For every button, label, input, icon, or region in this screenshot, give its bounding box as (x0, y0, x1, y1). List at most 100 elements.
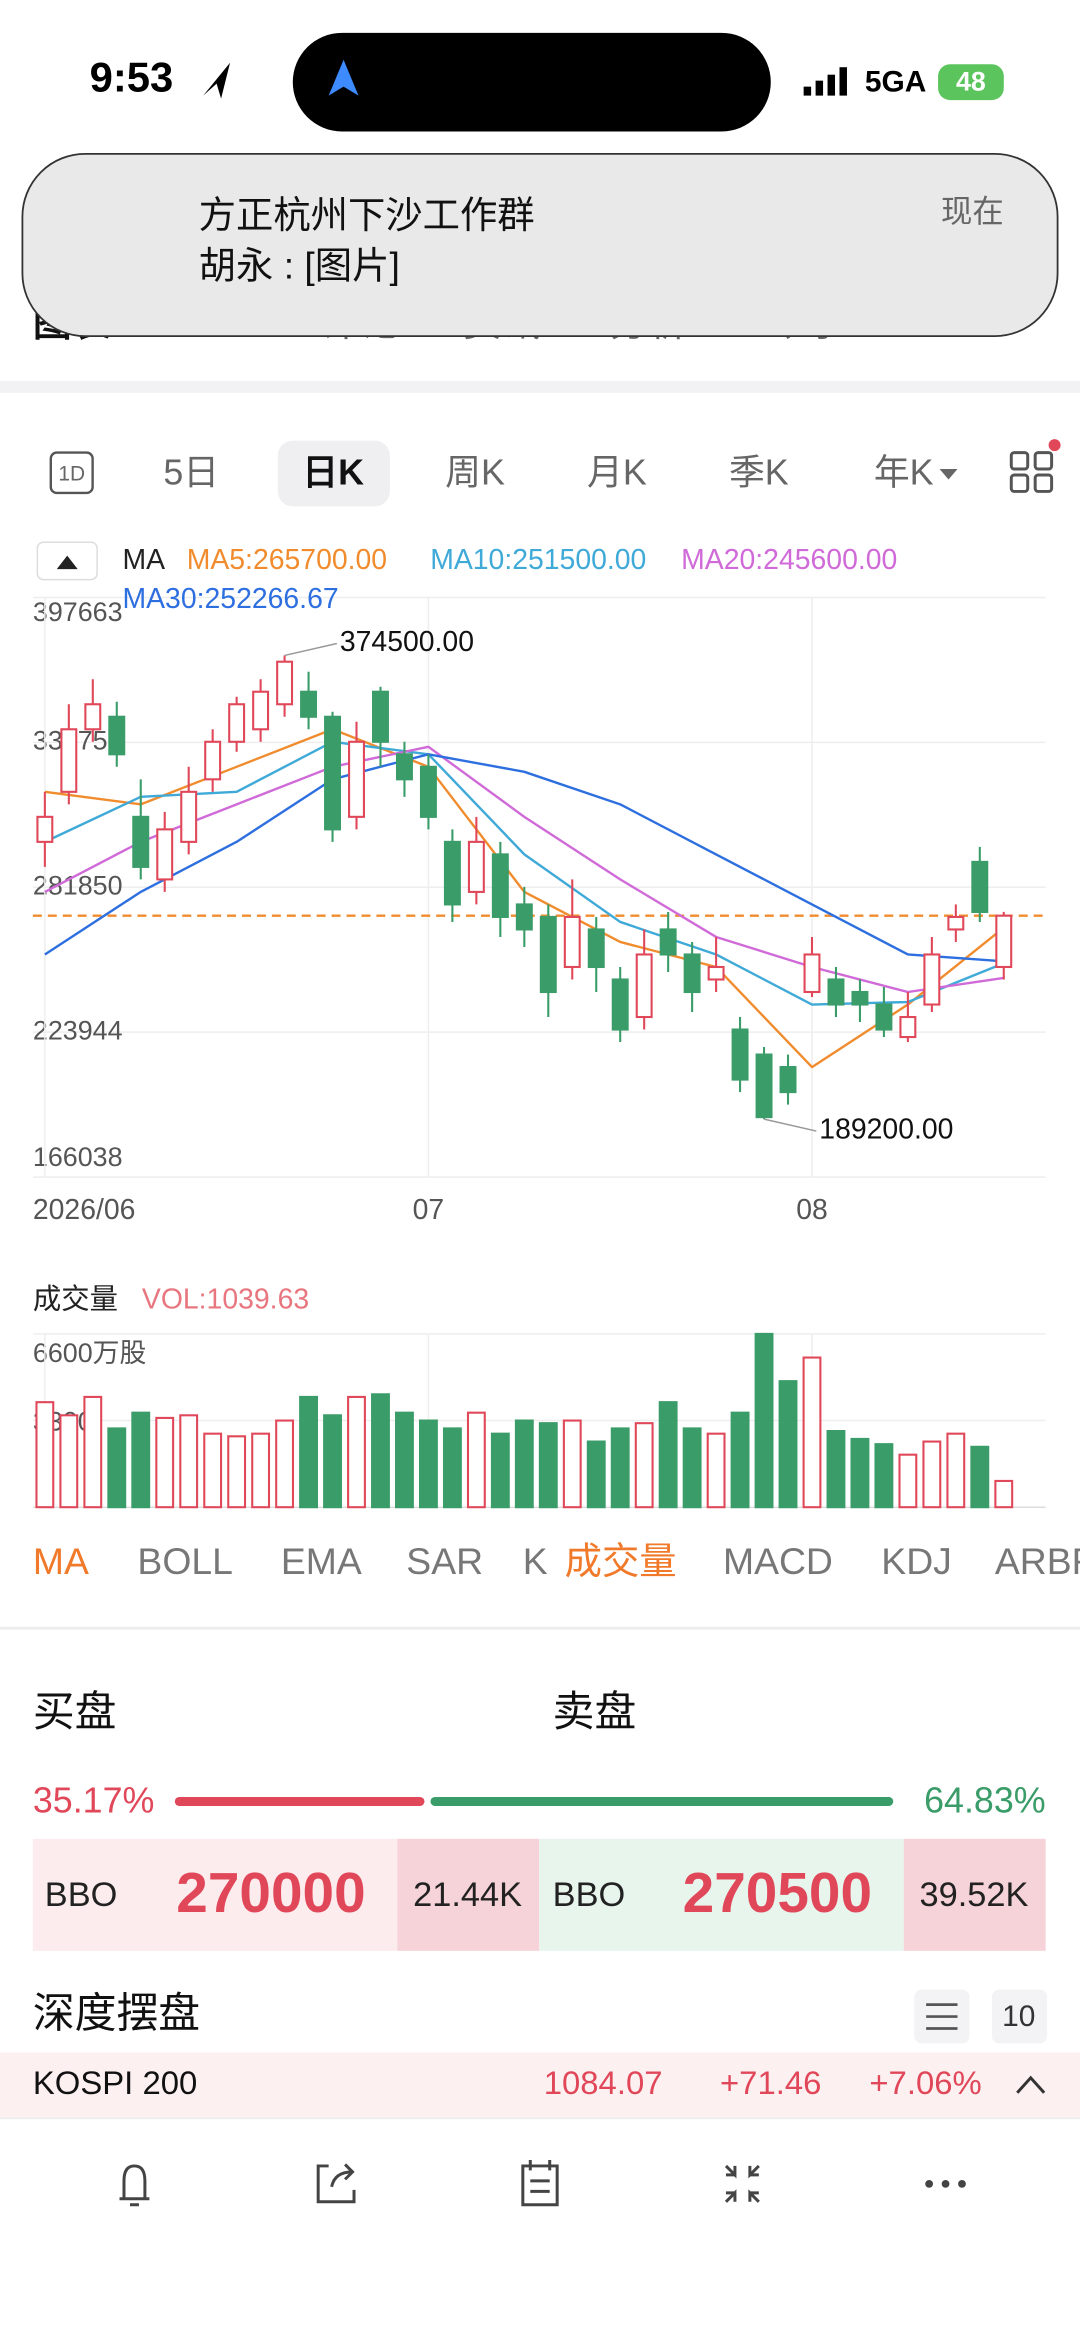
battery-level: 48 (956, 67, 986, 97)
signal-icon (803, 67, 847, 96)
volume-bar (538, 1422, 558, 1509)
candle-body (827, 978, 845, 1006)
notification-time: 现在 (941, 194, 1004, 229)
candle-body (467, 840, 485, 893)
collapse-icon[interactable] (724, 2164, 760, 2203)
indicator-tab[interactable]: BOLL (137, 1540, 232, 1582)
volume-bar (658, 1401, 678, 1509)
indicator-tab[interactable]: KDJ (881, 1540, 952, 1582)
notification[interactable] (21, 152, 1059, 337)
bbo-sell-bg (539, 1838, 904, 1951)
status-time: 9:53 (90, 54, 174, 101)
volume-bar (227, 1435, 247, 1509)
volume-bar (442, 1427, 462, 1509)
volume-value: VOL:1039.63 (142, 1284, 309, 1316)
ticker-bg[interactable] (0, 2052, 1080, 2117)
period-tab[interactable]: 年K (874, 452, 934, 492)
period-tab[interactable]: 周K (445, 452, 505, 492)
candle-body (419, 765, 437, 818)
volume-bar (778, 1380, 798, 1509)
period-tab[interactable]: 月K (587, 452, 647, 492)
expand-icon[interactable] (1016, 2075, 1046, 2094)
period-tab[interactable]: 日K (302, 452, 364, 492)
volume-bar (155, 1416, 175, 1509)
x-tick-label: 08 (796, 1194, 828, 1226)
bbo-buy-size: 21.44K (413, 1876, 522, 1914)
indicator-tab[interactable]: MA (33, 1540, 89, 1582)
badge (1048, 439, 1061, 452)
bbo-label: BBO (45, 1876, 118, 1914)
volume-bar (802, 1356, 822, 1509)
volume-bar (35, 1401, 55, 1509)
candle-body (180, 790, 198, 843)
bbo-label: BBO (553, 1876, 626, 1914)
volume-bar (323, 1414, 342, 1509)
notification-message: 胡永 : [图片] (199, 245, 400, 287)
grid-icon[interactable] (1009, 451, 1054, 493)
buy-ratio-bar (174, 1796, 425, 1806)
volume-bar (59, 1414, 79, 1509)
indicator-tab[interactable]: 成交量 (565, 1540, 677, 1582)
volume-bar (826, 1430, 846, 1509)
alert-icon[interactable] (119, 2164, 150, 2207)
settings-icon (926, 2003, 958, 2030)
ratio-bar (174, 1796, 894, 1806)
buy-ratio: 35.17% (33, 1780, 155, 1820)
indicator-tab[interactable]: SAR (406, 1540, 483, 1582)
period-tab[interactable]: 1D (58, 463, 85, 486)
candle-body (515, 903, 533, 931)
network: 5GA (865, 66, 926, 99)
candle-body (539, 915, 557, 994)
volume-chart: 6600万股3300 (32, 1332, 1046, 1509)
y-tick-label: 223944 (33, 1015, 123, 1045)
bbo-sell-size-bg (903, 1838, 1046, 1951)
indicator-tab[interactable]: MACD (723, 1540, 833, 1582)
annotation-leader (763, 1118, 817, 1132)
buy-title: 买盘 (33, 1688, 117, 1735)
candle-body (707, 965, 725, 981)
candle-body (947, 915, 965, 931)
ma-line (44, 745, 1004, 994)
bbo-buy-bg (32, 1838, 398, 1951)
x-tick-label: 07 (413, 1194, 445, 1226)
bbo-buy-size-bg (397, 1838, 540, 1951)
candle-body (36, 815, 54, 843)
notes-icon[interactable] (521, 2159, 559, 2207)
candle-body (372, 690, 389, 743)
legend-entry: MA5:265700.00 (187, 544, 387, 576)
candle-body (779, 1066, 797, 1094)
levels-button[interactable] (991, 1989, 1048, 2044)
share-icon[interactable] (316, 2163, 356, 2204)
candle-body (252, 690, 270, 731)
period-tab[interactable]: 季K (729, 452, 789, 492)
annotation: 189200.00 (819, 1114, 953, 1146)
indicator-tab[interactable]: EMA (281, 1540, 362, 1582)
volume-bar (347, 1395, 366, 1509)
candle-body (443, 840, 461, 906)
volume-bar (83, 1395, 103, 1509)
period-tab[interactable]: 5日 (163, 452, 219, 492)
volume-bar (994, 1479, 1014, 1509)
indicator-tab[interactable]: ARBR (995, 1540, 1080, 1582)
legend-entry: MA20:245600.00 (681, 544, 897, 576)
y-tick-label: 339756 (33, 725, 123, 755)
candle-body (300, 690, 318, 718)
indicator-tab[interactable]: K (523, 1540, 548, 1582)
candle-body (899, 1015, 917, 1039)
ticker-price: 1084.07 (544, 2064, 663, 2101)
notification-title: 方正杭州下沙工作群 (199, 194, 535, 236)
volume-bar (514, 1419, 534, 1509)
ticker-change: +71.46 (720, 2064, 821, 2101)
more-icon[interactable] (925, 2179, 966, 2188)
period-selected-bg (277, 440, 390, 507)
volume-bar (898, 1453, 918, 1509)
candle-body (611, 978, 629, 1031)
ticker-name: KOSPI 200 (33, 2064, 197, 2101)
candle-body (683, 953, 701, 994)
legend-entry: MA10:251500.00 (430, 544, 646, 576)
candle-body (204, 740, 222, 781)
volume-bar (275, 1419, 295, 1509)
bbo-sell-price: 270500 (683, 1862, 872, 1925)
volume-bar (754, 1332, 774, 1509)
